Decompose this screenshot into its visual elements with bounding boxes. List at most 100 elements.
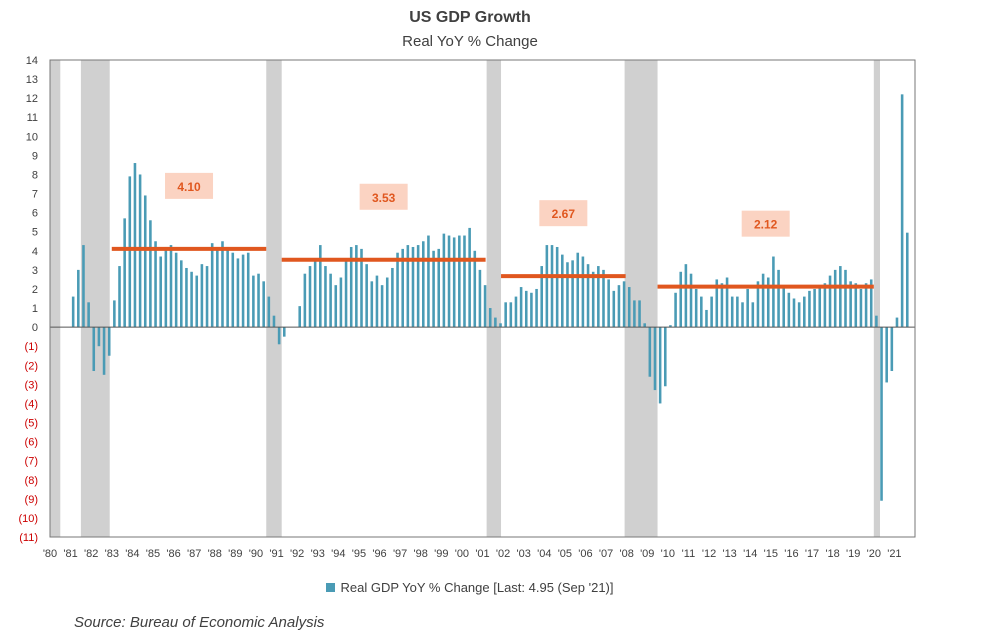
data-bar [828,275,832,328]
x-tick-label: '17 [805,548,819,560]
data-bar [401,248,404,328]
x-tick-label: '97 [393,548,407,560]
data-bar [118,266,121,328]
y-tick-label: 0 [32,322,38,334]
data-bar [622,281,626,328]
y-tick-label: (7) [25,456,38,468]
recession-band [266,60,282,537]
period-average-label: 3.53 [372,191,396,205]
data-bar [905,232,909,328]
data-bar [895,317,899,328]
period-average-label-box [359,183,408,210]
x-tick-label: '98 [414,548,428,560]
data-bar [648,327,652,377]
data-bar [736,296,739,328]
data-bar [561,254,564,328]
data-bar [797,302,801,328]
data-bar [772,256,775,328]
x-tick-label: '15 [764,548,778,560]
y-tick-label: (6) [25,437,38,449]
data-bar [463,235,466,328]
data-bar [308,266,312,328]
data-bar [761,273,765,328]
y-tick-label: 14 [26,55,38,67]
data-bar [107,327,111,356]
data-bar [494,317,497,328]
data-bar [329,273,332,328]
data-bar [766,277,770,328]
recession-shading-group [50,60,880,537]
data-bar [437,248,441,328]
data-bar [92,327,96,372]
period-average-label-box [741,210,790,237]
data-bar [803,296,806,328]
data-bar [380,285,384,328]
data-bar [133,163,137,328]
data-bar [82,245,85,328]
y-tick-label: (5) [25,418,38,430]
data-bar [885,327,888,383]
data-bar [370,281,374,328]
data-bar [591,271,595,328]
x-tick-label: '16 [784,548,798,560]
data-bar [607,279,610,328]
chart-canvas: 4.103.532.672.12 14131211109876543210(1)… [18,55,916,560]
x-tick-label: '09 [640,548,654,560]
x-tick-label: '02 [496,548,510,560]
data-bar [221,241,224,328]
x-tick-label: '21 [887,548,901,560]
x-tick-label: '99 [434,548,448,560]
x-tick-label: '91 [269,548,283,560]
data-bar [694,288,698,328]
data-bar [190,271,193,328]
data-bar [550,245,554,328]
data-bar [442,233,446,328]
data-bar [164,246,168,328]
data-bar [849,281,852,328]
recession-band [873,60,880,537]
data-bar [566,262,569,328]
data-bar [349,246,353,328]
y-tick-label: (11) [19,532,38,544]
data-bar [823,283,827,328]
data-bar [195,275,199,328]
data-bar [246,252,250,328]
data-bar [844,269,847,328]
data-bar [113,300,116,328]
x-tick-label: '18 [825,548,839,560]
x-tick-label: '94 [331,548,345,560]
data-bar [432,250,435,328]
data-bar [674,292,677,328]
data-bar [277,327,281,345]
data-bar [360,248,363,328]
data-bar [854,283,858,328]
period-average-label-box [165,172,214,199]
y-tick-label: 4 [32,246,38,258]
x-tick-label: '87 [187,548,201,560]
data-bar [488,308,492,328]
data-bar [149,220,152,328]
y-tick-label: 7 [32,189,38,201]
data-bar [679,271,683,328]
x-tick-label: '85 [146,548,160,560]
data-bar [725,277,729,328]
y-tick-label: (8) [25,475,38,487]
data-bar [535,288,538,328]
data-bar [355,245,358,328]
x-tick-label: '11 [682,548,696,560]
x-tick-label: '19 [846,548,860,560]
y-tick-label: 12 [26,93,38,105]
x-tick-label: '05 [558,548,572,560]
period-average-label: 4.10 [177,180,201,194]
y-tick-label: 13 [26,74,38,86]
data-bar [576,252,580,328]
data-bar [818,287,822,328]
data-bar [545,245,549,328]
y-tick-label: (2) [25,360,38,372]
data-bar [468,227,471,328]
data-bar [710,296,713,328]
data-bar [169,245,173,328]
data-bar [859,288,863,328]
data-bar [555,246,559,328]
data-bar [241,254,245,328]
